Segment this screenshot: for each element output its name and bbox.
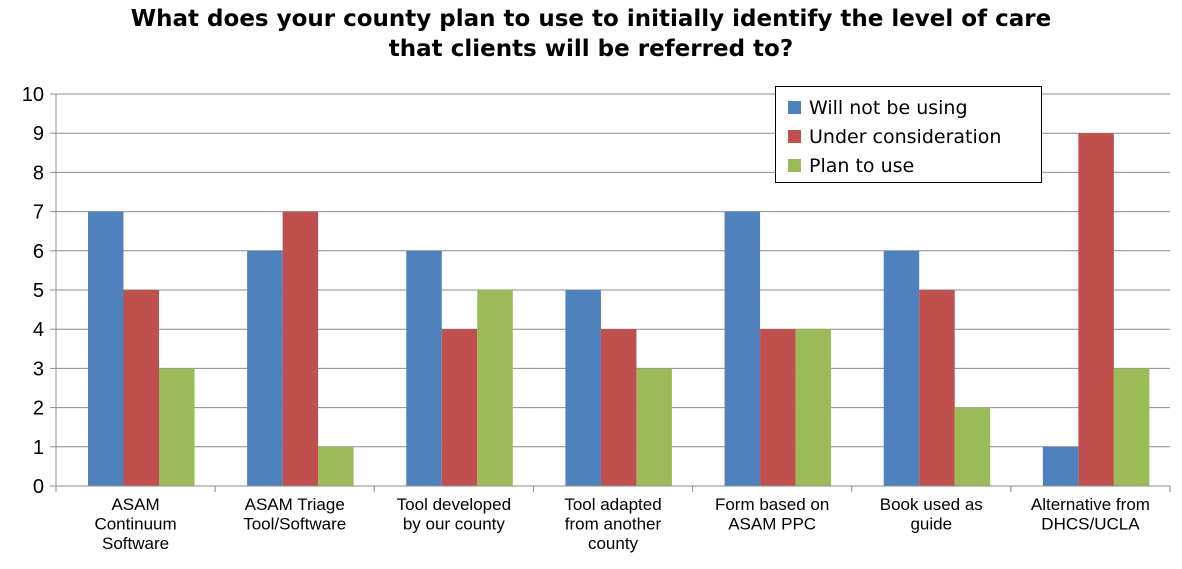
y-tick-label: 9	[33, 123, 44, 145]
legend-swatch-blue	[788, 101, 801, 114]
y-tick-label: 5	[33, 280, 44, 302]
chart-title-line-1: What does your county plan to use to ini…	[130, 6, 1052, 32]
x-category-label: Form based on	[715, 495, 829, 514]
bar	[724, 211, 761, 486]
bar	[1078, 133, 1114, 486]
bar	[318, 446, 354, 486]
x-category-label: ASAM	[111, 495, 159, 514]
x-category-label: by our county	[403, 515, 506, 534]
legend-item-plan-to-use: Plan to use	[788, 151, 1041, 180]
bar	[883, 250, 920, 486]
y-tick-label: 0	[33, 476, 44, 498]
bar	[954, 407, 991, 486]
chart-title: What does your county plan to use to ini…	[0, 4, 1182, 64]
bar	[565, 290, 601, 486]
bar	[1113, 368, 1150, 486]
legend-swatch-green	[788, 159, 801, 172]
y-tick-label: 6	[33, 241, 44, 263]
bar	[406, 250, 442, 486]
x-category-label: Book used as	[880, 495, 983, 514]
bar	[1042, 446, 1079, 486]
x-category-label: ASAM Triage	[245, 495, 345, 514]
x-category-label: Tool adapted	[564, 495, 661, 514]
y-tick-label: 3	[33, 358, 44, 380]
y-tick-label: 8	[33, 162, 44, 184]
y-tick-label: 10	[22, 84, 44, 106]
bar	[159, 368, 195, 486]
legend-item-will-not-be-using: Will not be using	[788, 93, 1041, 122]
bar	[247, 250, 283, 486]
bar	[919, 290, 955, 486]
bar	[441, 329, 478, 486]
bar	[760, 329, 796, 486]
y-tick-label: 2	[33, 398, 44, 420]
x-category-label: guide	[910, 515, 952, 534]
x-category-label: county	[588, 534, 639, 553]
bar	[282, 211, 319, 486]
legend-item-under-consideration: Under consideration	[788, 122, 1041, 151]
bar	[88, 211, 124, 486]
bar	[636, 368, 672, 486]
bar	[123, 290, 159, 486]
y-tick-label: 1	[33, 437, 44, 459]
bar	[600, 329, 637, 486]
y-tick-label: 4	[33, 319, 44, 341]
legend-label: Plan to use	[809, 154, 915, 177]
x-category-label: Tool/Software	[243, 515, 346, 534]
x-category-label: Software	[102, 534, 169, 553]
chart-legend: Will not be using Under consideration Pl…	[775, 86, 1042, 183]
bar	[477, 290, 513, 486]
x-category-label: Alternative from	[1031, 495, 1150, 514]
x-category-label: Continuum	[94, 515, 176, 534]
legend-swatch-red	[788, 130, 801, 143]
x-category-label: DHCS/UCLA	[1041, 515, 1140, 534]
x-category-label: Tool developed	[397, 495, 511, 514]
legend-label: Under consideration	[809, 125, 1002, 148]
chart-title-line-2: that clients will be referred to?	[388, 36, 794, 62]
x-category-label: from another	[565, 515, 662, 534]
x-category-label: ASAM PPC	[728, 515, 816, 534]
y-tick-label: 7	[33, 202, 44, 224]
legend-label: Will not be using	[809, 96, 968, 119]
bar	[795, 329, 832, 486]
